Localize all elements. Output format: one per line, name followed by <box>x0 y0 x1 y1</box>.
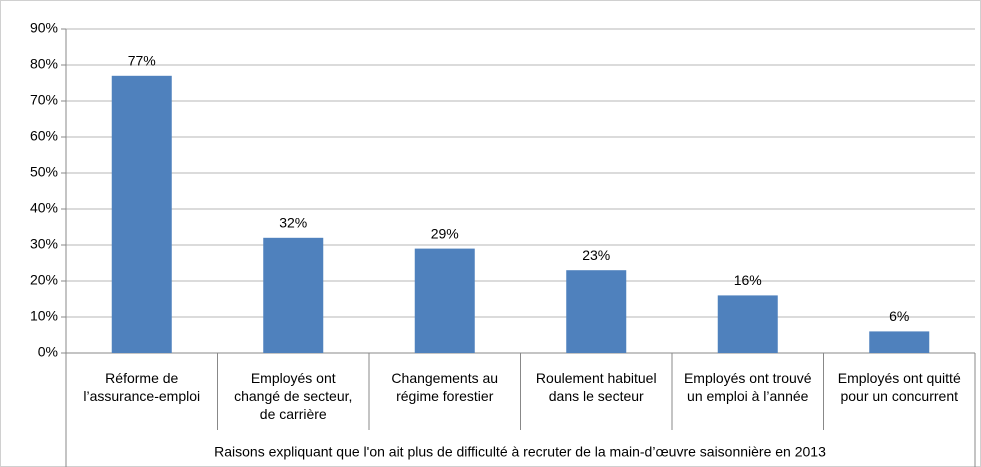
y-tick-label: 20% <box>30 272 58 288</box>
x-tick-label: Roulement habituel dans le secteur <box>536 370 657 404</box>
y-tick-label: 90% <box>30 20 58 36</box>
value-label: 77% <box>128 53 156 69</box>
x-tick-label-line: l’assurance-emploi <box>83 388 200 404</box>
bar <box>263 237 324 353</box>
bar <box>414 248 475 353</box>
x-tick-label-line: pour un concurrent <box>840 388 958 404</box>
bar <box>111 75 172 354</box>
bar <box>717 295 778 353</box>
value-label: 16% <box>734 272 762 288</box>
x-tick-label-line: dans le secteur <box>549 388 644 404</box>
y-tick-label: 40% <box>30 200 58 216</box>
x-tick-label: Changements au régime forestier <box>391 370 498 404</box>
bar <box>566 270 627 353</box>
y-tick-label: 60% <box>30 128 58 144</box>
x-tick-label: Employés ont changé de secteur, de carrièr… <box>234 370 352 422</box>
x-tick-label-line: Réforme de <box>105 370 178 386</box>
x-tick-label-line: changé de secteur, <box>234 388 352 404</box>
value-label: 29% <box>431 225 459 241</box>
x-tick-label-line: un emploi à l’année <box>687 388 809 404</box>
x-tick-label: Employés ont quitté pour un concurrent <box>838 370 961 404</box>
value-label: 32% <box>279 215 307 231</box>
bar <box>869 331 930 353</box>
x-tick-label-line: Employés ont trouvé <box>684 370 812 386</box>
x-tick-label-line: Roulement habituel <box>536 370 657 386</box>
y-tick-label: 0% <box>38 344 58 360</box>
y-tick-label: 30% <box>30 236 58 252</box>
value-label: 23% <box>582 247 610 263</box>
x-tick-label: Employés ont trouvé un emploi à l’année <box>684 370 812 404</box>
x-tick-label-line: Changements au <box>391 370 498 386</box>
x-tick-label-line: Employés ont <box>251 370 336 386</box>
x-tick-label-line: régime forestier <box>396 388 494 404</box>
x-axis-title: Raisons expliquant que l'on ait plus de … <box>214 444 826 460</box>
y-tick-label: 50% <box>30 164 58 180</box>
x-tick-label-line: de carrière <box>260 406 327 422</box>
y-tick-label: 10% <box>30 308 58 324</box>
x-tick-label-line: Employés ont quitté <box>838 370 961 386</box>
value-label: 6% <box>889 308 909 324</box>
x-tick-label: Réforme de l’assurance-emploi <box>83 370 200 404</box>
y-tick-label: 80% <box>30 56 58 72</box>
y-tick-label: 70% <box>30 92 58 108</box>
